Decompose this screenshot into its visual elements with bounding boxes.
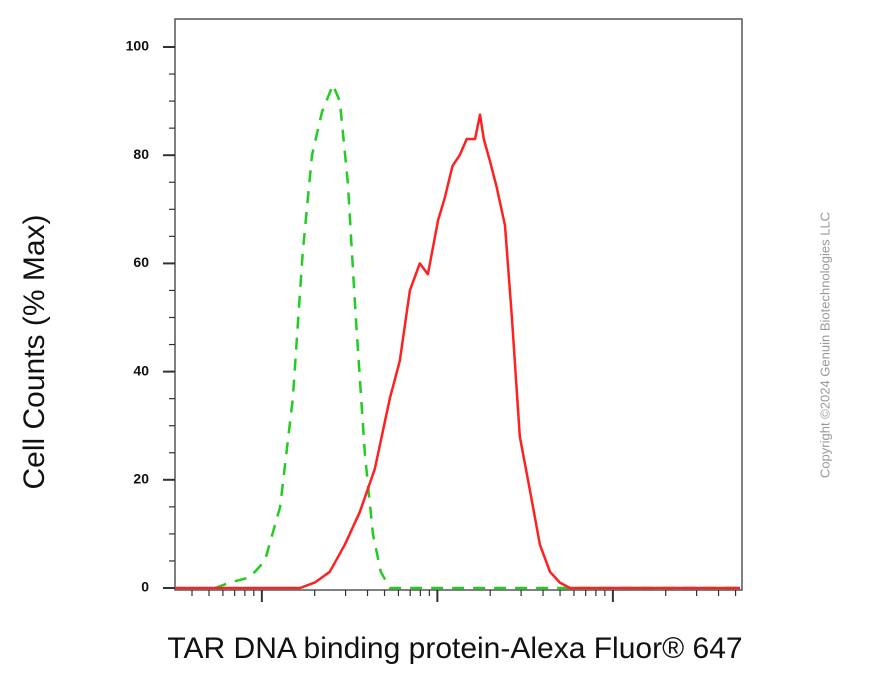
y-tick-label: 40 <box>133 362 149 378</box>
y-tick-label: 80 <box>133 146 149 162</box>
y-tick-label: 20 <box>133 471 149 487</box>
x-axis-label: TAR DNA binding protein-Alexa Fluor® 647 <box>167 632 742 665</box>
y-tick-label: 0 <box>141 579 149 595</box>
plot-frame <box>174 18 743 591</box>
series-line <box>175 113 740 590</box>
series-line <box>214 83 740 590</box>
y-tick-label: 100 <box>126 38 150 54</box>
y-tick-label: 60 <box>133 254 149 270</box>
copyright: Copyright ©2024 Genuin Biotechnologies L… <box>817 212 832 478</box>
y-axis-label: Cell Counts (% Max) <box>18 214 51 489</box>
